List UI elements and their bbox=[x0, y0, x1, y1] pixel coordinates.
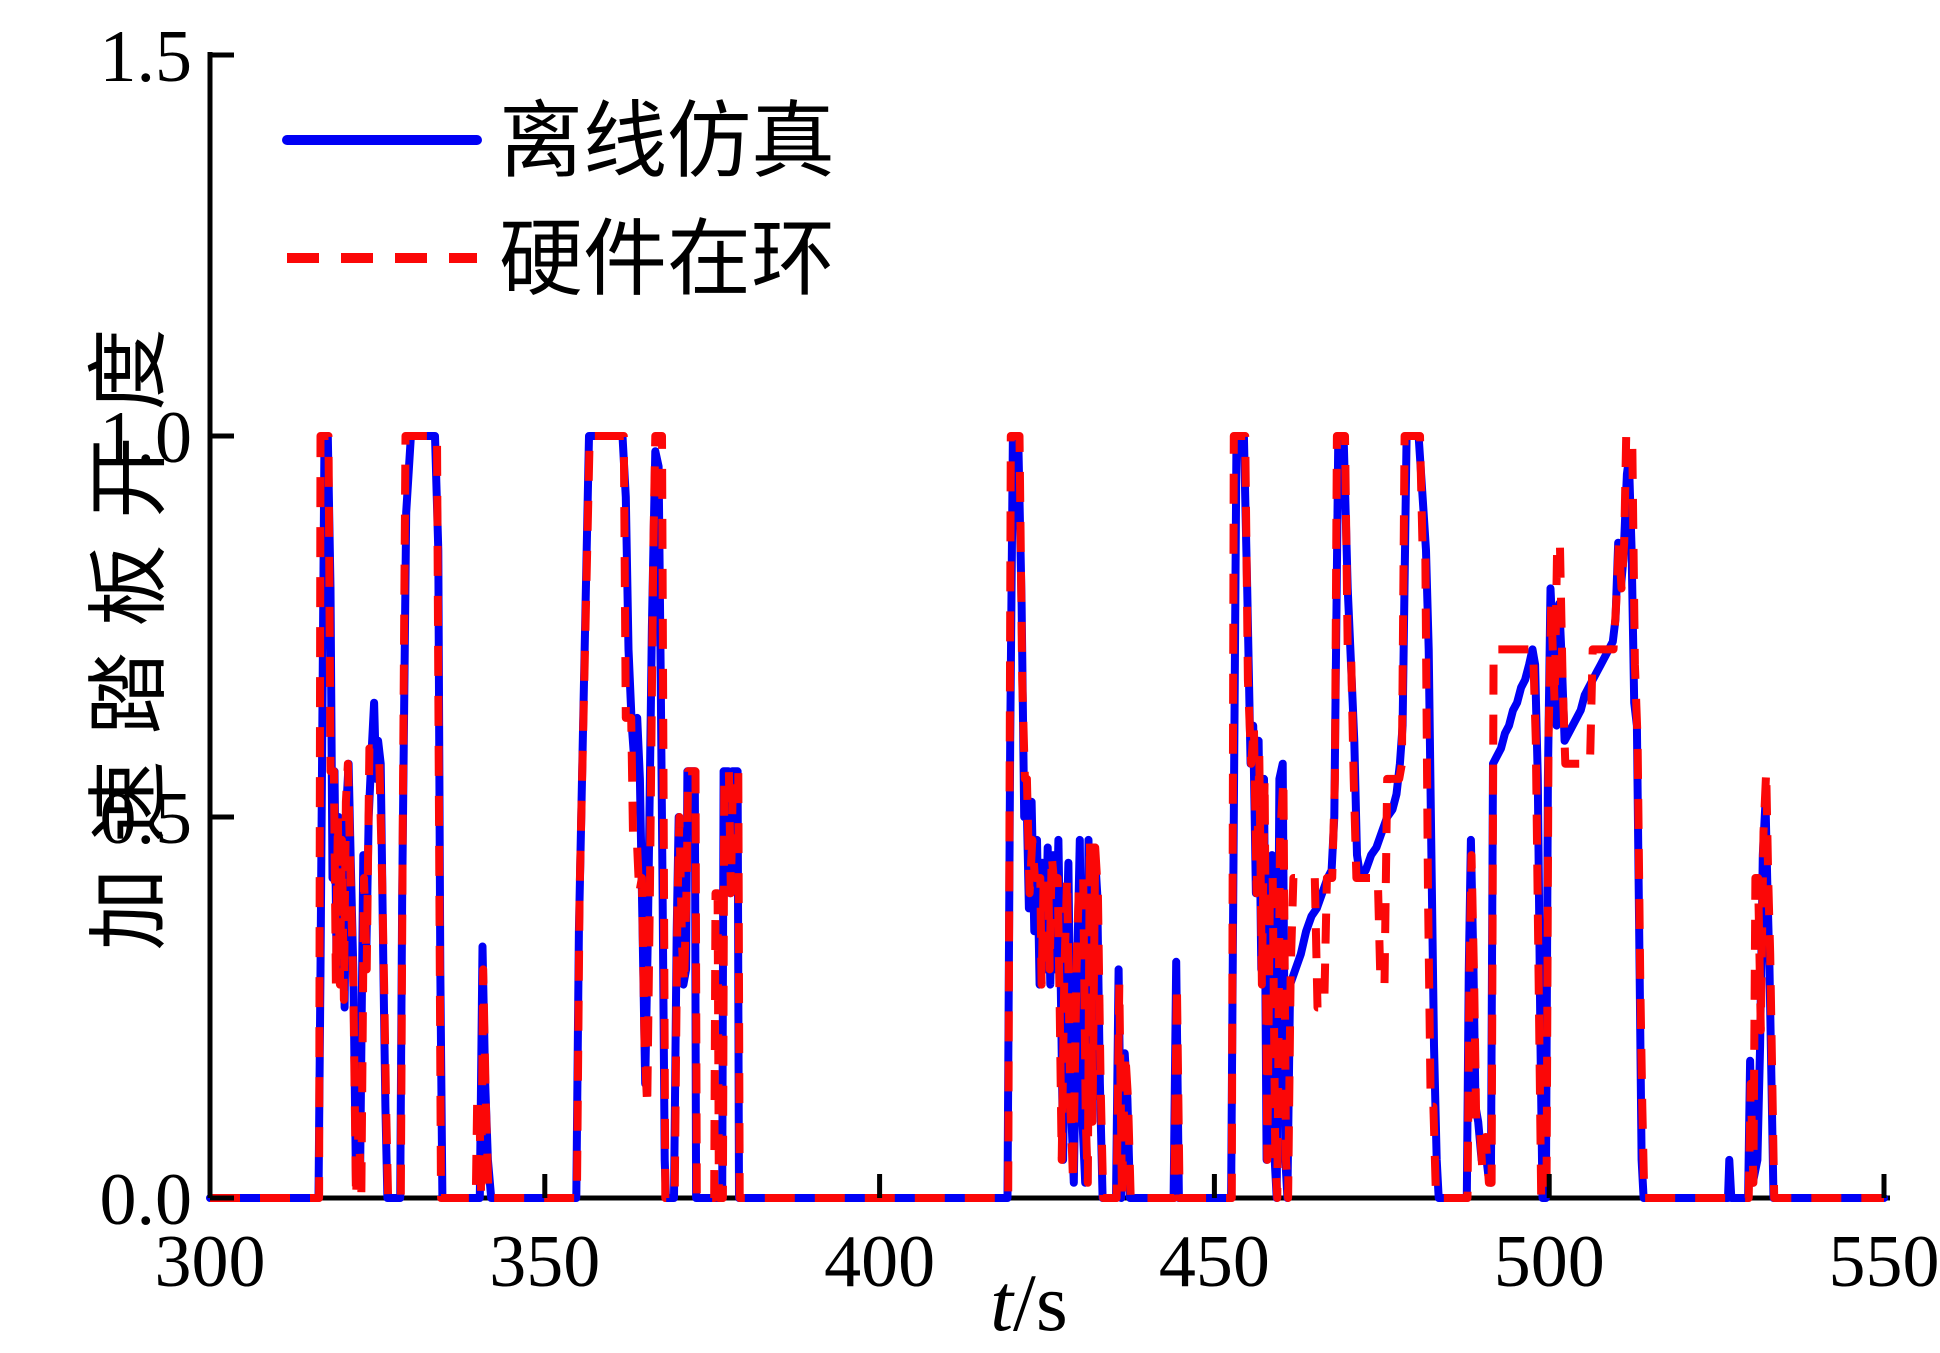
legend-label: 硬件在环 bbox=[499, 214, 835, 307]
axis-labels: 0.0 0.5 1.0 1.5 300 350 400 450 500 550 加速踏板开度 t/s bbox=[84, 16, 1940, 1348]
legend-item: 硬件在环 bbox=[287, 214, 835, 307]
y-tick-label: 0.5 bbox=[100, 778, 193, 860]
series-line-hardware-in-loop bbox=[210, 432, 1884, 1202]
x-tick-label: 300 bbox=[155, 1221, 266, 1303]
data-series bbox=[206, 432, 1888, 1202]
axis-ticks bbox=[207, 52, 1887, 1201]
y-tick-label: 0.0 bbox=[100, 1159, 193, 1241]
x-axis-title: t/s bbox=[990, 1257, 1068, 1348]
x-tick-label: 550 bbox=[1829, 1221, 1940, 1303]
x-tick-label: 500 bbox=[1494, 1221, 1605, 1303]
y-tick-label: 1.5 bbox=[100, 16, 193, 98]
y-axis-title: 加速踏板开度 bbox=[84, 302, 175, 950]
legend-label: 离线仿真 bbox=[499, 96, 835, 189]
x-tick-label: 350 bbox=[489, 1221, 600, 1303]
legend-item: 离线仿真 bbox=[282, 96, 835, 189]
x-tick-label: 450 bbox=[1159, 1221, 1270, 1303]
x-tick-label: 400 bbox=[824, 1221, 935, 1303]
y-tick-label: 1.0 bbox=[100, 397, 193, 479]
